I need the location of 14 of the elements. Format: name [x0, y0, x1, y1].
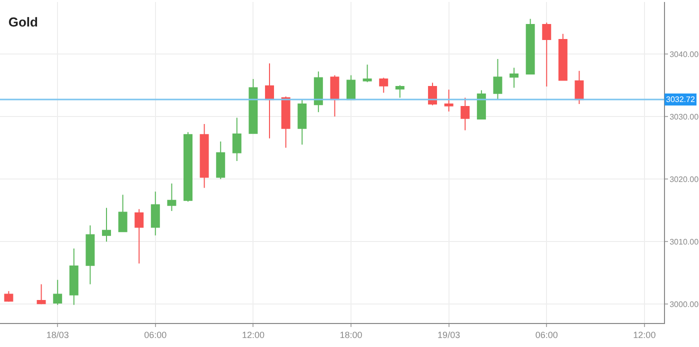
x-tick-label: 12:00	[242, 330, 264, 340]
x-tick-label: 06:00	[535, 330, 558, 340]
x-tick-label: 06:00	[144, 330, 167, 340]
x-tick-label: 18:00	[340, 330, 362, 340]
text: Gold	[8, 14, 38, 30]
x-tick-label: 18/03	[46, 330, 69, 340]
x-tick-label: 19/03	[438, 330, 460, 340]
x-tick-label: 12:00	[633, 330, 656, 340]
y-tick-label: 3020.00	[670, 174, 699, 184]
y-tick-label: 3040.00	[670, 50, 699, 59]
y-tick-label: 3000.00	[670, 300, 699, 310]
ref-line-label: 3032.72	[666, 95, 696, 104]
y-tick-label: 3010.00	[670, 237, 699, 246]
y-tick-label: 3030.00	[670, 112, 699, 122]
